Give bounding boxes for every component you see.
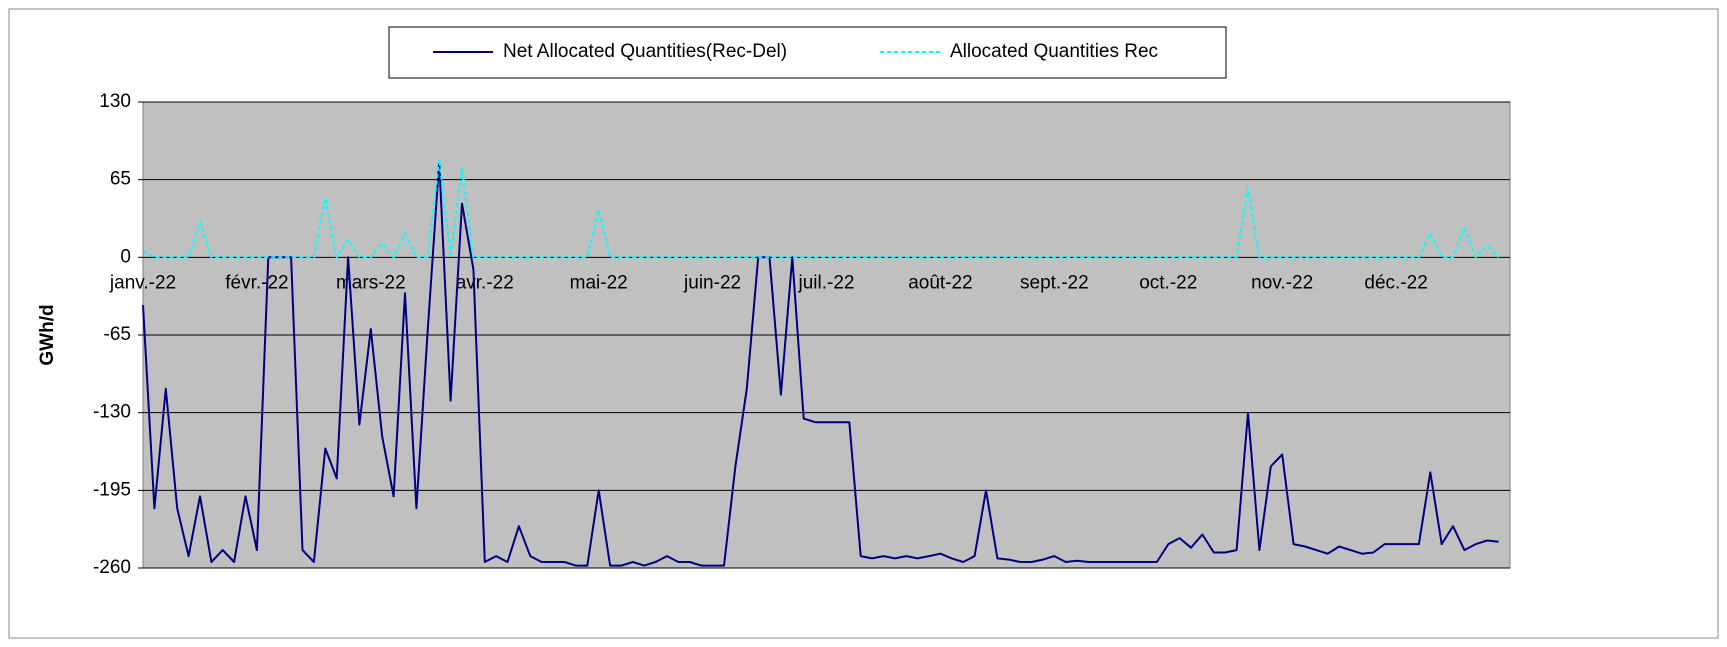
y-tick-label: -260 xyxy=(93,557,131,578)
y-tick-label: -195 xyxy=(93,479,131,500)
x-tick-label: déc.-22 xyxy=(1364,272,1427,293)
y-tick-label: -65 xyxy=(104,324,131,345)
y-tick-label: 65 xyxy=(110,169,131,190)
x-tick-label: juil.-22 xyxy=(798,272,855,293)
x-tick-label: févr.-22 xyxy=(225,272,288,293)
series-line xyxy=(142,158,1500,259)
x-tick-label: sept.-22 xyxy=(1020,272,1089,293)
y-tick-label: 0 xyxy=(120,246,131,267)
x-tick-label: mars-22 xyxy=(336,272,406,293)
x-tick-label: mai-22 xyxy=(570,272,628,293)
x-tick-label: juin-22 xyxy=(683,272,741,293)
legend-box xyxy=(388,26,1227,79)
x-tick-label: avr.-22 xyxy=(456,272,514,293)
x-tick-label: oct.-22 xyxy=(1139,272,1197,293)
y-tick-label: -130 xyxy=(93,402,131,423)
x-tick-label: nov.-22 xyxy=(1251,272,1313,293)
legend-label: Net Allocated Quantities(Rec-Del) xyxy=(503,41,787,62)
series-line xyxy=(142,160,1499,567)
x-tick-label: août-22 xyxy=(908,272,972,293)
legend-label: Allocated Quantities Rec xyxy=(950,41,1158,62)
y-axis-label: GWh/d xyxy=(37,304,58,365)
y-tick-label: 130 xyxy=(99,91,131,112)
x-tick-label: janv.-22 xyxy=(109,272,176,293)
